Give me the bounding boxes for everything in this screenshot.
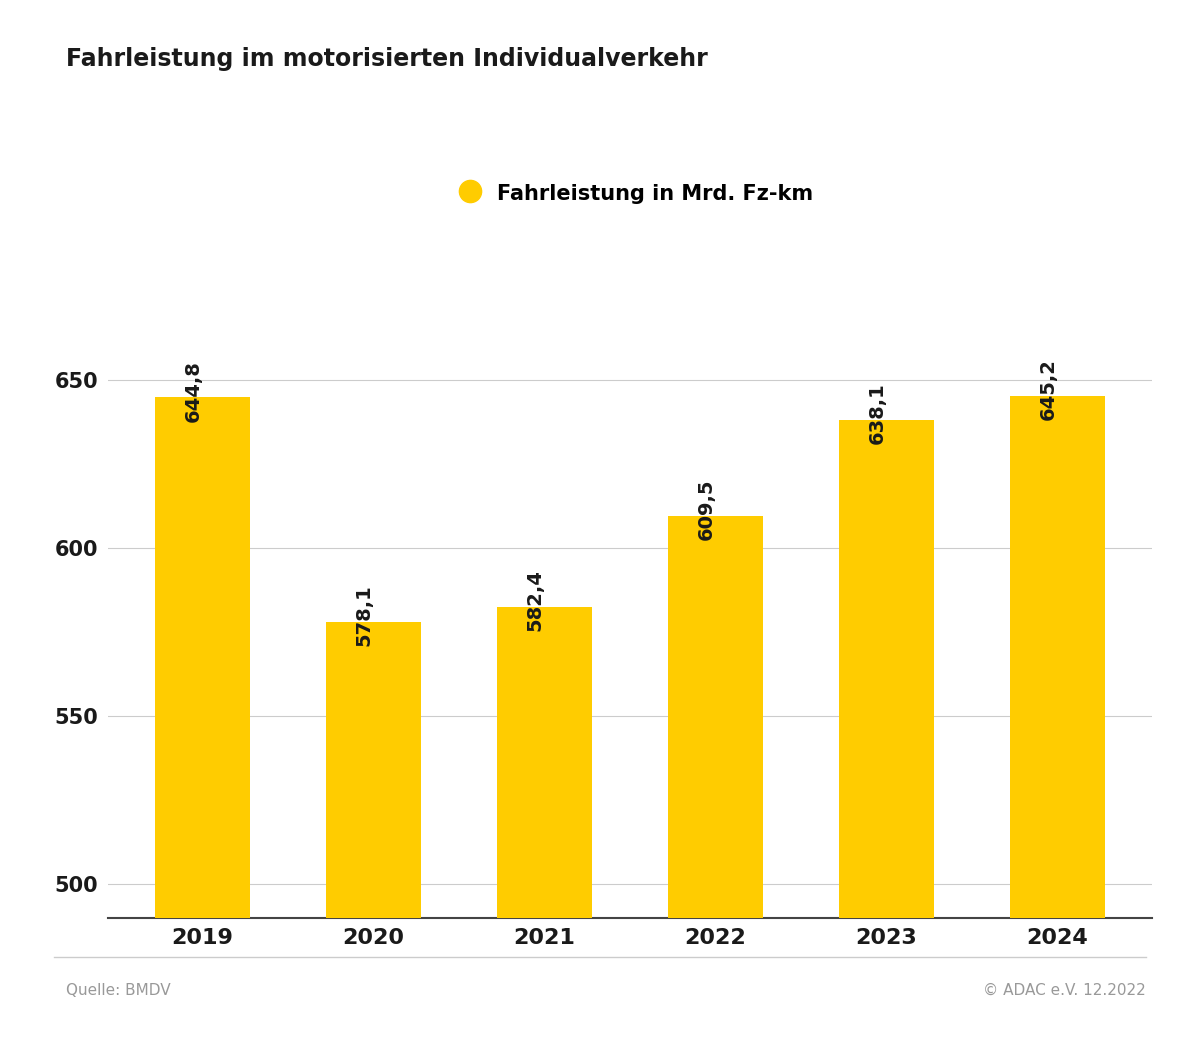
Text: Quelle: BMDV: Quelle: BMDV — [66, 983, 170, 998]
Text: 578,1: 578,1 — [354, 584, 373, 646]
Text: 645,2: 645,2 — [1038, 359, 1057, 420]
Text: 644,8: 644,8 — [184, 360, 203, 422]
Text: Fahrleistung im motorisierten Individualverkehr: Fahrleistung im motorisierten Individual… — [66, 47, 708, 72]
Bar — [326, 621, 420, 918]
Bar — [1010, 396, 1104, 918]
Text: © ADAC e.V. 12.2022: © ADAC e.V. 12.2022 — [983, 983, 1146, 998]
Bar — [498, 608, 592, 918]
Bar — [840, 420, 934, 918]
Legend: Fahrleistung in Mrd. Fz-km: Fahrleistung in Mrd. Fz-km — [451, 174, 821, 212]
Text: 638,1: 638,1 — [868, 382, 887, 444]
Bar — [668, 516, 762, 918]
Text: 582,4: 582,4 — [526, 570, 545, 631]
Bar — [156, 398, 250, 918]
Text: 609,5: 609,5 — [696, 479, 715, 540]
